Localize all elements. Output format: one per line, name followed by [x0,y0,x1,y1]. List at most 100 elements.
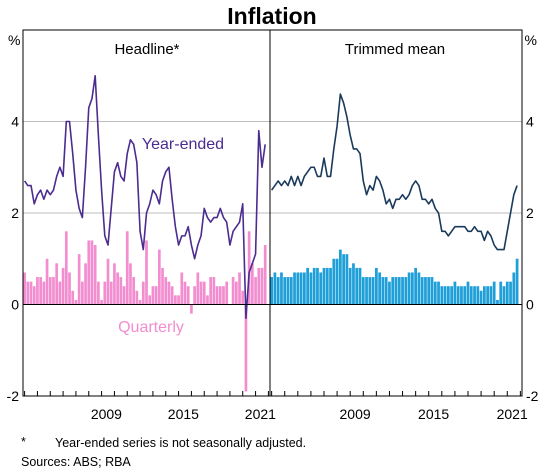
y-tick-right-1: 0 [526,297,534,313]
bar-p1-49 [430,277,434,305]
bar-p0-71 [251,263,254,305]
bar-p0-12 [61,267,65,305]
bar-p1-10 [302,272,306,305]
bar-p0-6 [42,281,46,305]
bar-p1-46 [420,277,424,305]
bar-p0-8 [48,277,52,305]
bar-p0-26 [106,258,110,305]
bar-p1-33 [378,272,382,305]
bar-p1-51 [437,281,440,305]
x-tick-p1-2: 2021 [497,406,528,422]
bar-p1-70 [499,281,503,305]
bar-p0-75 [263,245,267,305]
bar-p1-75 [515,258,519,305]
y-tick-right-3: 4 [526,114,534,130]
bar-p1-50 [433,281,437,305]
bar-p1-28 [361,277,365,305]
bar-p0-65 [231,277,235,305]
bar-p1-20 [335,258,339,305]
bar-p0-44 [164,277,168,305]
bar-p0-63 [225,281,229,305]
bar-p1-61 [469,286,473,305]
bar-p1-23 [345,254,349,305]
bar-p0-36 [138,299,142,305]
bar-p0-15 [71,290,75,305]
bar-p1-31 [371,277,375,305]
line-p1 [270,93,518,251]
bar-p0-67 [238,272,241,305]
bar-p1-58 [460,286,463,305]
bar-p0-43 [161,267,164,305]
bar-p1-34 [381,277,385,305]
bar-p1-15 [319,272,323,305]
bar-p0-28 [113,263,116,305]
bar-p0-16 [74,299,78,305]
bar-p1-53 [443,286,447,305]
bar-p0-61 [218,286,222,305]
bar-p1-1 [273,272,277,305]
bar-p0-59 [212,277,216,305]
bar-p0-41 [154,286,158,305]
bar-p0-51 [186,286,190,305]
annotation-quarterly: Quarterly [118,319,184,336]
y-tick-left-3: 4 [11,114,19,130]
bar-p1-7 [293,272,296,305]
bar-p0-19 [84,263,87,305]
y-tick-left-2: 2 [11,205,19,221]
bar-p0-9 [52,277,55,305]
bar-p1-74 [512,272,516,305]
bar-p1-24 [348,267,352,305]
x-tick-p0-1: 2015 [168,406,199,422]
bar-p0-54 [196,272,200,305]
bar-p0-66 [234,281,238,305]
bar-p1-35 [384,277,388,305]
bar-p1-2 [276,277,280,305]
footnote-marker: * [21,435,26,449]
bar-p1-47 [424,277,427,305]
bar-p1-52 [440,286,444,305]
bar-p0-38 [145,240,148,305]
line-p0 [23,74,266,320]
bar-p0-49 [180,272,184,305]
bar-p0-10 [55,263,59,305]
bar-p1-22 [342,254,346,305]
bar-p1-44 [414,267,418,305]
bar-p0-60 [215,286,219,305]
bar-p1-57 [456,286,460,305]
y-tick-right-0: -2 [526,388,539,404]
panel-trimmed-mean [270,93,519,305]
bar-p1-11 [306,267,310,305]
bar-p1-16 [322,267,326,305]
footnote-text: Year-ended series is not seasonally adju… [55,436,306,450]
bar-p0-27 [109,281,113,305]
bar-p0-14 [68,272,71,305]
bar-p1-38 [394,277,398,305]
bar-p1-66 [486,286,490,305]
bar-p1-68 [492,281,496,305]
x-tick-p1-1: 2015 [418,406,449,422]
bar-p1-12 [309,272,313,305]
bar-p0-48 [177,295,180,305]
bar-p0-57 [206,295,209,305]
right-y-unit: % [525,32,537,48]
bar-p0-69 [244,304,248,392]
bar-p1-65 [482,286,486,305]
bar-p1-42 [407,272,411,305]
bar-p1-36 [388,281,391,305]
bar-p0-17 [77,254,81,305]
axes [22,29,523,397]
bar-p0-37 [141,281,145,305]
bar-p1-4 [283,277,287,305]
bar-p1-21 [338,249,342,305]
bar-p0-33 [129,263,132,305]
bar-p1-63 [476,286,480,305]
bar-p0-70 [247,231,251,305]
bar-p1-59 [463,286,467,305]
bar-p1-0 [270,277,274,305]
bar-p1-62 [473,286,476,305]
bar-p0-25 [103,281,107,305]
bar-p1-19 [332,258,336,305]
bar-p1-56 [453,281,457,305]
panel-headline [23,74,267,392]
bar-p0-11 [58,281,62,305]
